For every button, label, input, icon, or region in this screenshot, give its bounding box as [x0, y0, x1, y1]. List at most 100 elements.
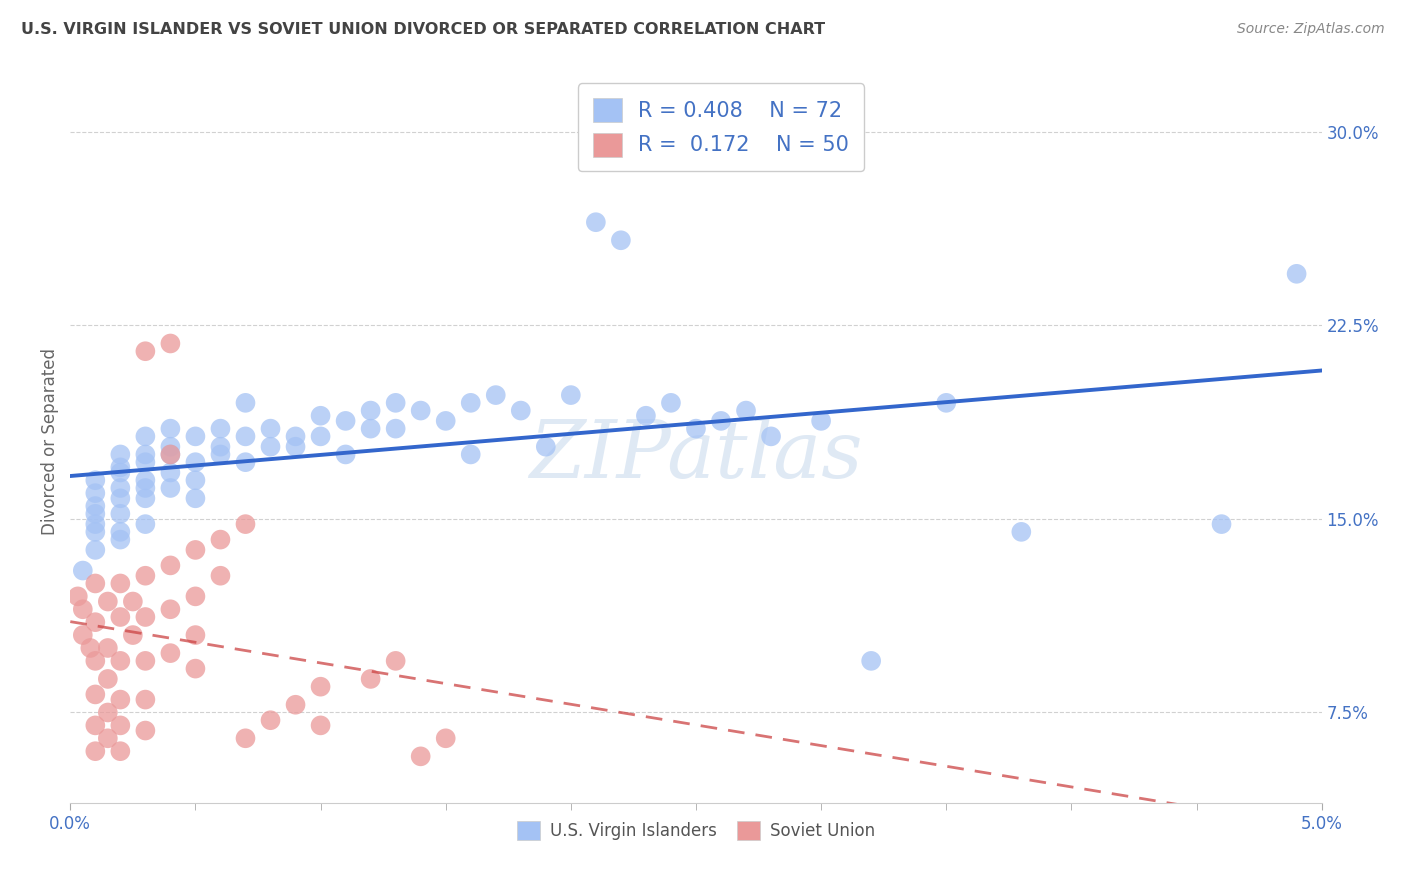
- Point: [84, 486, 107, 500]
- Point: [259, 713, 281, 727]
- Point: [335, 447, 357, 461]
- Legend: U.S. Virgin Islanders, Soviet Union: U.S. Virgin Islanders, Soviet Union: [510, 814, 882, 847]
- Point: [97, 731, 120, 746]
- Point: [184, 429, 207, 443]
- Point: [110, 524, 132, 539]
- Point: [134, 447, 156, 461]
- Point: [84, 499, 107, 513]
- Point: [209, 422, 232, 436]
- Point: [735, 403, 758, 417]
- Point: [184, 590, 207, 604]
- Point: [121, 628, 145, 642]
- Point: [184, 455, 207, 469]
- Point: [409, 403, 432, 417]
- Point: [485, 388, 508, 402]
- Point: [134, 692, 156, 706]
- Point: [110, 466, 132, 480]
- Point: [209, 447, 232, 461]
- Point: [460, 447, 482, 461]
- Point: [72, 628, 94, 642]
- Text: Source: ZipAtlas.com: Source: ZipAtlas.com: [1237, 22, 1385, 37]
- Point: [184, 491, 207, 506]
- Point: [97, 672, 120, 686]
- Point: [184, 473, 207, 487]
- Point: [159, 440, 181, 454]
- Point: [585, 215, 607, 229]
- Point: [110, 576, 132, 591]
- Point: [134, 723, 156, 738]
- Point: [84, 615, 107, 630]
- Point: [460, 396, 482, 410]
- Point: [97, 640, 120, 655]
- Point: [97, 706, 120, 720]
- Point: [309, 429, 332, 443]
- Point: [84, 507, 107, 521]
- Point: [235, 455, 257, 469]
- Point: [235, 429, 257, 443]
- Point: [159, 481, 181, 495]
- Point: [235, 731, 257, 746]
- Point: [284, 698, 307, 712]
- Point: [434, 414, 457, 428]
- Point: [710, 414, 733, 428]
- Point: [384, 396, 406, 410]
- Point: [209, 440, 232, 454]
- Point: [935, 396, 957, 410]
- Point: [159, 422, 181, 436]
- Point: [259, 422, 281, 436]
- Point: [360, 422, 382, 436]
- Point: [509, 403, 531, 417]
- Point: [84, 654, 107, 668]
- Point: [84, 517, 107, 532]
- Point: [659, 396, 682, 410]
- Point: [685, 422, 707, 436]
- Point: [860, 654, 883, 668]
- Point: [534, 440, 557, 454]
- Point: [134, 568, 156, 582]
- Point: [184, 628, 207, 642]
- Point: [759, 429, 782, 443]
- Point: [209, 533, 232, 547]
- Point: [159, 602, 181, 616]
- Point: [634, 409, 657, 423]
- Point: [159, 447, 181, 461]
- Point: [110, 718, 132, 732]
- Point: [110, 533, 132, 547]
- Point: [134, 481, 156, 495]
- Point: [84, 473, 107, 487]
- Text: ZIPatlas: ZIPatlas: [529, 417, 863, 495]
- Point: [235, 396, 257, 410]
- Point: [1285, 267, 1308, 281]
- Point: [97, 594, 120, 608]
- Point: [159, 447, 181, 461]
- Point: [184, 542, 207, 557]
- Point: [134, 344, 156, 359]
- Point: [159, 558, 181, 573]
- Point: [209, 568, 232, 582]
- Point: [159, 646, 181, 660]
- Point: [259, 440, 281, 454]
- Point: [560, 388, 582, 402]
- Point: [309, 409, 332, 423]
- Point: [184, 662, 207, 676]
- Point: [134, 455, 156, 469]
- Point: [110, 491, 132, 506]
- Point: [309, 718, 332, 732]
- Point: [110, 481, 132, 495]
- Point: [110, 610, 132, 624]
- Point: [409, 749, 432, 764]
- Point: [360, 672, 382, 686]
- Y-axis label: Divorced or Separated: Divorced or Separated: [41, 348, 59, 535]
- Point: [79, 640, 101, 655]
- Point: [134, 517, 156, 532]
- Point: [434, 731, 457, 746]
- Point: [110, 692, 132, 706]
- Point: [235, 517, 257, 532]
- Point: [110, 460, 132, 475]
- Point: [66, 590, 89, 604]
- Point: [610, 233, 633, 247]
- Point: [384, 422, 406, 436]
- Point: [335, 414, 357, 428]
- Point: [384, 654, 406, 668]
- Point: [134, 610, 156, 624]
